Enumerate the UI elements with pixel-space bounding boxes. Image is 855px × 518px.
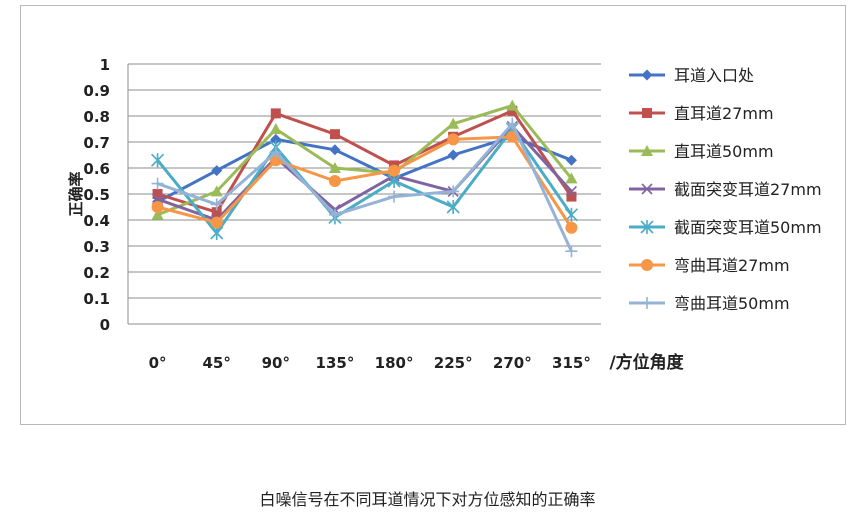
series-3-point [506,99,519,111]
legend-7-point [641,297,653,309]
y-axis-label: 正确率 [67,171,85,216]
legend-6-point [641,259,653,271]
chart-frame: 0 0.1 0.2 0.3 0.4 0.5 0.6 0.7 0.8 0.9 1 正确率 0° 45° 90°… [20,5,846,425]
y-tick-label: 0 [100,316,110,334]
y-tick-label: 0.8 [83,108,110,126]
series-2-point [566,191,577,202]
series-5-point [446,200,460,214]
series-7-point [269,146,282,159]
legend-label: 耳道入口处 [674,66,754,85]
series-7-point [328,208,341,221]
series-7-line [157,122,573,252]
legend-1-point [641,69,653,81]
series-5-point [150,153,165,168]
series-2-point [329,129,340,140]
y-tick-label: 0.7 [83,134,110,152]
x-tick-label: 90° [262,354,290,372]
series-5-point [564,207,579,222]
series-2-point [507,105,518,116]
legend-label: 弯曲耳道27mm [674,256,790,275]
x-tick-label: 0° [149,354,167,372]
x-tick-label: 180° [375,354,414,372]
legend-label: 直耳道27mm [674,104,774,123]
y-tick-label: 1 [100,56,110,74]
series-1-point [329,144,341,156]
series-7-point [506,117,519,130]
series-1-point [270,133,282,145]
x-axis-label: /方位角度 [609,352,684,373]
legend-2-point [642,108,652,118]
x-tick-label: 45° [203,354,231,372]
x-tick-label: 270° [493,354,532,372]
legend-3-point [641,145,653,156]
series-4-point [565,185,578,197]
x-tick-label: 315° [552,354,591,372]
series-6-point [151,201,164,213]
series-6-point [388,164,401,177]
y-tick-label: 0.1 [83,290,110,308]
series-3-point [328,162,341,173]
series-7-point [210,198,223,211]
series-3-point [447,117,460,129]
series-1-point [565,154,577,166]
y-tick-label: 0.5 [83,186,110,204]
series-7-point [447,185,460,198]
y-tick-label: 0.6 [83,160,110,178]
series-3-point [151,208,164,220]
legend-5-point [640,220,654,234]
y-tick-label: 0.3 [83,238,110,256]
legend-label: 弯曲耳道50mm [674,294,790,313]
series-6-point [328,175,341,187]
y-tick-label: 0.9 [83,82,110,100]
series-7-point [151,177,164,190]
series-3-point [565,172,578,184]
figure-caption: 白噪信号在不同耳道情况下对方位感知的正确率 [259,490,596,509]
x-tick-label: 225° [434,354,473,372]
legend-4-point [641,183,653,195]
series-2-point [270,108,281,119]
series-7-point [388,190,401,203]
series-6-point [210,216,223,229]
series-3-point [210,185,223,197]
series-5-line [156,127,573,235]
y-tick-label: 0.2 [83,264,110,282]
series-1-point [447,149,459,161]
x-tick-label: 135° [316,354,355,372]
series-6-point [565,221,578,234]
y-tick-label: 0.4 [83,212,110,230]
legend-label: 截面突变耳道27mm [674,180,822,199]
series-6-point [447,133,460,146]
series-3-point [269,123,282,134]
series-2-point [152,189,163,199]
series-2-point [211,207,222,218]
legend-label: 直耳道50mm [674,142,774,161]
series-7-point [565,245,578,258]
line-chart: 0 0.1 0.2 0.3 0.4 0.5 0.6 0.7 0.8 0.9 1 正确率 0° 45° 90°… [67,56,822,373]
series-1-point [211,165,223,177]
legend-label: 截面突变耳道50mm [674,218,822,237]
series-3-line [157,104,573,217]
